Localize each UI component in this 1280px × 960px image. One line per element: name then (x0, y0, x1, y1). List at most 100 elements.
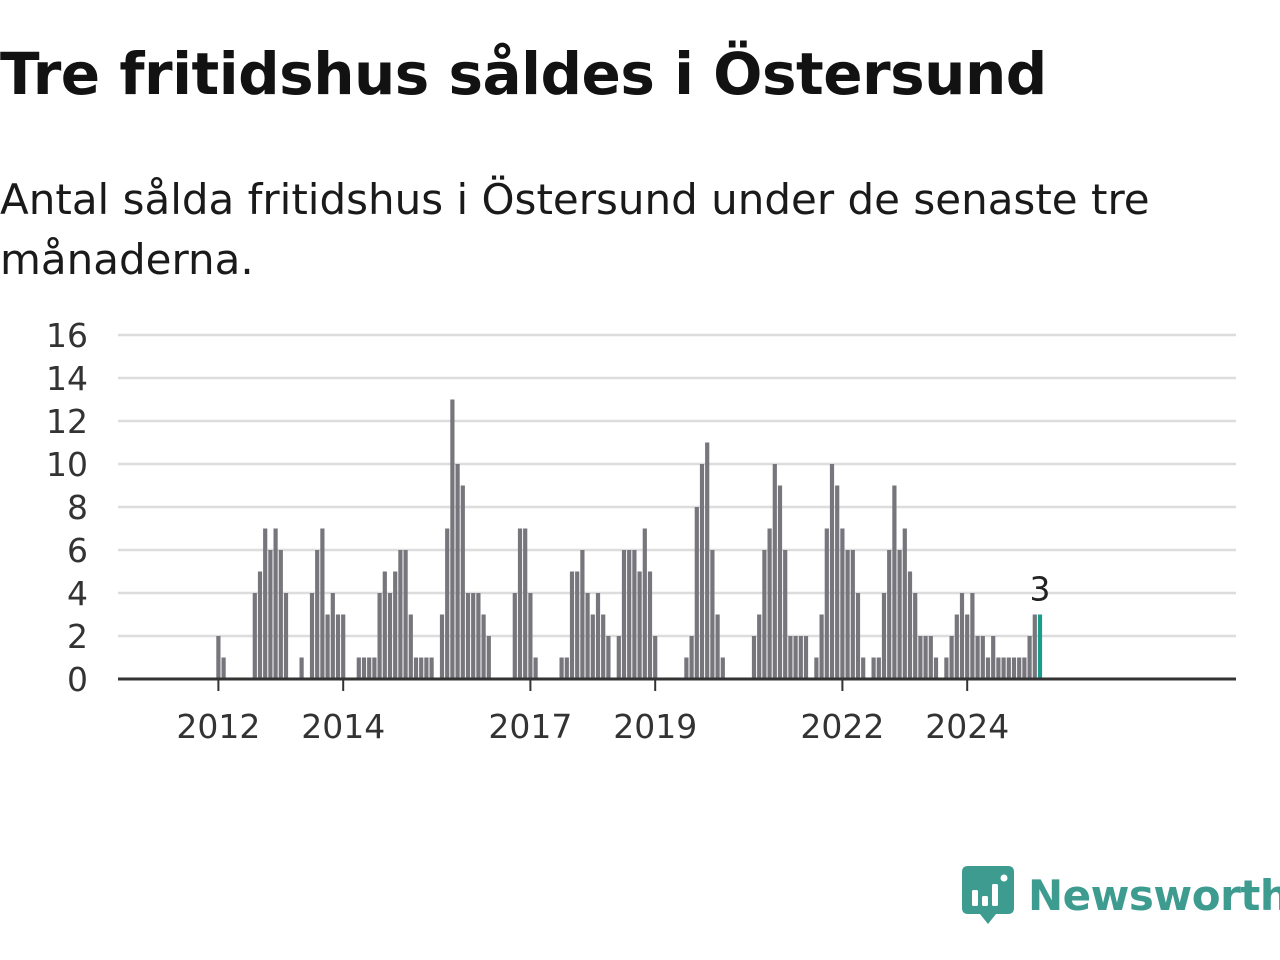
bar (372, 657, 377, 679)
newsworthy-logo-icon (962, 866, 1014, 924)
bar (616, 636, 621, 679)
bar (840, 528, 845, 679)
bar (933, 657, 939, 679)
bar (559, 657, 564, 679)
bar (320, 528, 325, 679)
bar (881, 593, 887, 679)
chart-title: Tre fritidshus såldes i Östersund (0, 40, 1047, 108)
bar (788, 636, 793, 679)
bar (777, 485, 783, 679)
bar (824, 528, 829, 679)
bar (803, 636, 809, 679)
bar (923, 636, 928, 679)
bar (647, 571, 653, 679)
bar (299, 657, 304, 679)
bar (819, 614, 824, 679)
y-tick-label: 16 (46, 316, 88, 355)
bar (481, 614, 486, 679)
bar (1017, 657, 1022, 679)
y-tick-label: 2 (67, 617, 88, 656)
bar (595, 593, 601, 679)
bar (325, 614, 330, 679)
bar (985, 657, 991, 679)
bar (871, 657, 876, 679)
y-tick-label: 14 (46, 359, 88, 398)
bar (398, 550, 403, 679)
bar (632, 550, 637, 679)
bar (876, 657, 881, 679)
bar (751, 636, 757, 679)
bar (413, 657, 419, 679)
bar (283, 593, 289, 679)
bar (1022, 657, 1027, 679)
bar (913, 593, 918, 679)
chart-subtitle: Antal sålda fritidshus i Östersund under… (0, 175, 1150, 284)
bar (445, 528, 450, 679)
bar (330, 593, 335, 679)
y-tick-label: 10 (46, 445, 88, 484)
bar (252, 593, 257, 679)
bar (569, 571, 575, 679)
bar (850, 550, 855, 679)
bar (1032, 614, 1037, 679)
y-tick-label: 8 (67, 488, 88, 527)
x-axis (118, 677, 1236, 691)
gridlines (118, 333, 1236, 638)
bar (970, 593, 975, 679)
bar (1006, 657, 1011, 679)
bar (439, 614, 445, 679)
y-tick-label: 12 (46, 402, 88, 441)
x-tick-label: 2012 (176, 707, 260, 746)
bar (460, 485, 465, 679)
bar (762, 550, 767, 679)
bar (382, 571, 387, 679)
bar (465, 593, 471, 679)
bar (954, 614, 959, 679)
bar (991, 636, 996, 679)
bar (512, 593, 517, 679)
bar (705, 442, 710, 679)
bar (720, 657, 725, 679)
bar (902, 528, 907, 679)
bar (601, 614, 606, 679)
bar (627, 550, 632, 679)
bar (268, 550, 273, 679)
bar (585, 593, 590, 679)
brand-name: Newsworthy (1028, 871, 1280, 920)
bar (772, 464, 777, 679)
bar (533, 657, 538, 679)
bar (793, 636, 798, 679)
bar (689, 636, 694, 679)
bars (216, 399, 1043, 679)
bar (471, 593, 476, 679)
bar (887, 550, 892, 679)
bar (694, 507, 699, 679)
bar (361, 657, 367, 679)
bar (757, 614, 762, 679)
bar (861, 657, 866, 679)
bar (221, 657, 226, 679)
bar (377, 593, 382, 679)
bar (767, 528, 772, 679)
bar (429, 657, 434, 679)
bar (715, 614, 720, 679)
data-labels: 3 (1030, 570, 1051, 609)
bar (897, 550, 902, 679)
data-label: 3 (1030, 570, 1051, 609)
x-tick-label: 2017 (488, 707, 572, 746)
y-tick-label: 0 (67, 660, 88, 699)
bar (528, 593, 533, 679)
x-tick-label: 2022 (800, 707, 884, 746)
bar (424, 657, 429, 679)
bar (1027, 636, 1032, 679)
bar (798, 636, 803, 679)
bar (517, 528, 523, 679)
bar (263, 528, 268, 679)
bar (335, 614, 341, 679)
bar (642, 528, 647, 679)
bar (455, 464, 460, 679)
x-tick-label: 2014 (301, 707, 385, 746)
bar (341, 614, 346, 679)
bar (835, 485, 840, 679)
bar (486, 636, 491, 679)
